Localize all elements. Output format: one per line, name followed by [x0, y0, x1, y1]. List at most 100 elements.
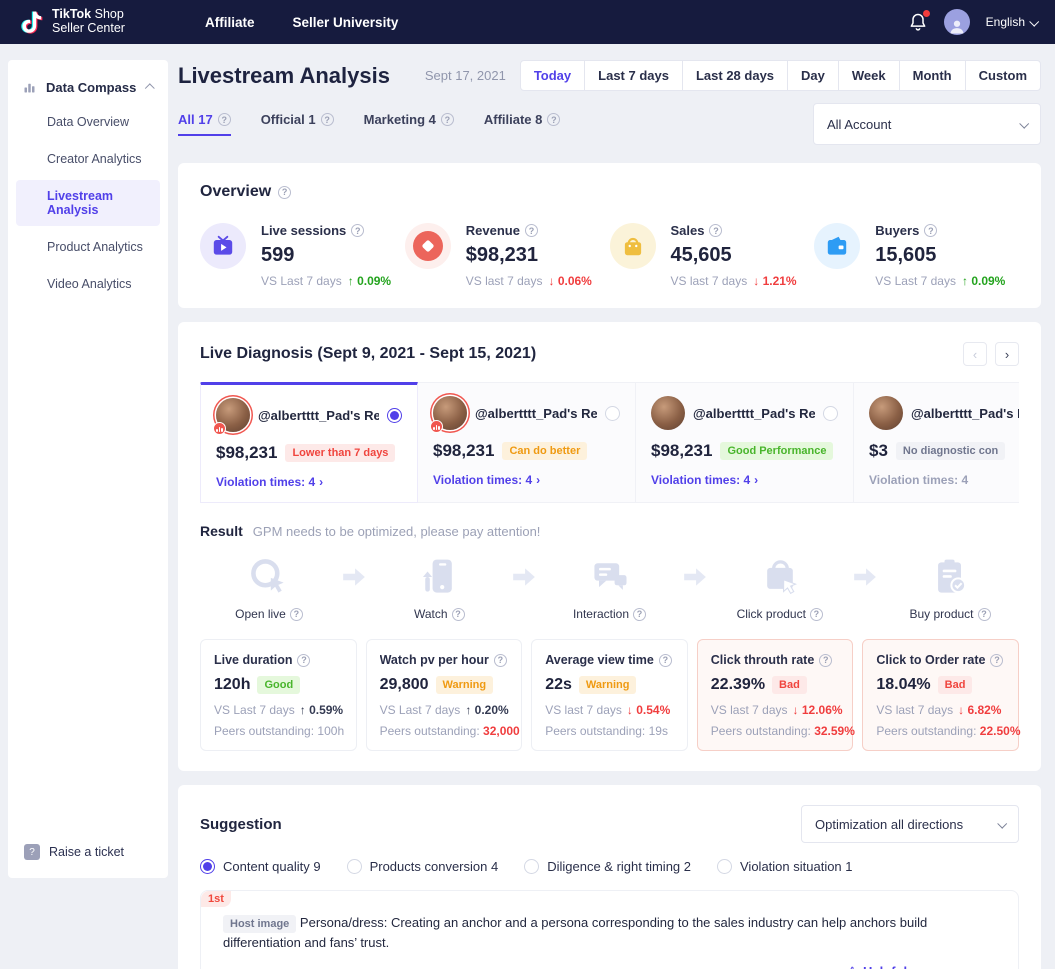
account-radio[interactable] — [823, 405, 838, 421]
tab-affiliate[interactable]: Affiliate 8 ? — [484, 112, 561, 136]
sidebar-section-data-compass[interactable]: Data Compass — [8, 80, 168, 101]
page-title: Livestream Analysis — [178, 62, 390, 88]
metric-card-click-to-order-rate: Click to Order rate? 18.04% Bad VS last 7… — [862, 639, 1021, 751]
tab-official[interactable]: Official 1 ? — [261, 112, 334, 136]
range-today-button[interactable]: Today — [519, 60, 586, 91]
violation-times-link[interactable]: Violation times: 4 › — [651, 473, 759, 487]
funnel-stage-buy-product: Buy product? — [895, 555, 1005, 621]
suggestion-example: Example: a medical worker in a uniform c… — [223, 967, 827, 969]
live-diagnosis-panel: Live Diagnosis (Sept 9, 2021 - Sept 15, … — [178, 322, 1041, 771]
sidebar-section-label: Data Compass — [46, 80, 137, 95]
filter-violation-situation[interactable]: Violation situation 1 — [717, 859, 853, 874]
account-revenue: $98,231 — [433, 441, 495, 460]
help-icon[interactable]: ? — [289, 607, 303, 621]
help-icon[interactable]: ? — [924, 224, 938, 237]
range-week-button[interactable]: Week — [837, 60, 900, 91]
metric-value: 15,605 — [875, 244, 937, 266]
filter-diligence-timing[interactable]: Diligence & right timing 2 — [524, 859, 691, 874]
language-selector[interactable]: English — [986, 15, 1040, 29]
sidebar-item-creator-analytics[interactable]: Creator Analytics — [47, 152, 142, 166]
delta-up: ↑ 0.59% — [299, 703, 344, 717]
tiktok-shop-logo[interactable]: TikTok Shop Seller Center — [18, 7, 193, 36]
revenue-icon — [404, 223, 451, 269]
account-card[interactable]: @albertttt_Pad's Revenue $98,231 Lower t… — [200, 382, 418, 503]
range-last-28-days-button[interactable]: Last 28 days — [681, 60, 789, 91]
account-card[interactable]: @albertttt_Pad's Revenue $98,231 Can do … — [418, 382, 636, 503]
help-icon[interactable]: ? — [297, 653, 311, 667]
date-range-group: Today Last 7 days Last 28 days Day Week … — [519, 60, 1041, 91]
radio-icon — [200, 859, 215, 874]
account-select[interactable]: All Account — [813, 103, 1041, 145]
user-avatar[interactable] — [943, 9, 970, 35]
account-card[interactable]: @albertttt_Pad's Revenue $3 No diagnosti… — [854, 382, 1019, 503]
range-month-button[interactable]: Month — [898, 60, 966, 91]
metric-card-average-view-time: Average view time? 22s Warning VS last 7 … — [531, 639, 688, 751]
range-custom-button[interactable]: Custom — [964, 60, 1041, 91]
diagnosis-next-button[interactable]: › — [995, 342, 1019, 366]
help-icon[interactable]: ? — [633, 607, 647, 621]
helpful-button[interactable]: Helpful — [845, 962, 907, 969]
metric-label: Live sessions — [261, 223, 347, 238]
diagnosis-prev-button[interactable]: ‹ — [963, 342, 987, 366]
help-icon[interactable]: ? — [977, 607, 991, 621]
tiktok-logo-icon — [18, 9, 44, 35]
vs-label: VS Last 7 days — [261, 274, 342, 288]
account-select-value: All Account — [827, 116, 892, 132]
range-last-7-days-button[interactable]: Last 7 days — [584, 60, 683, 91]
help-icon[interactable]: ? — [351, 224, 365, 237]
filter-content-quality[interactable]: Content quality 9 — [200, 859, 321, 874]
account-radio[interactable] — [387, 407, 402, 423]
account-name: @albertttt_Pad's Revenue — [911, 405, 1019, 421]
help-icon[interactable]: ? — [547, 113, 561, 126]
account-avatar — [430, 396, 467, 433]
sidebar-item-data-overview[interactable]: Data Overview — [47, 115, 129, 129]
overview-panel: Overview ? Live sessions? 599 VS Last 7 … — [178, 163, 1041, 308]
status-tag: Good — [257, 676, 301, 694]
help-icon[interactable]: ? — [819, 653, 833, 667]
nav-affiliate[interactable]: Affiliate — [205, 14, 255, 30]
help-icon[interactable]: ? — [809, 607, 823, 621]
tab-all[interactable]: All 17 ? — [178, 112, 231, 136]
performance-tag: No diagnostic con — [895, 442, 1006, 460]
help-icon[interactable]: ? — [658, 653, 672, 667]
diagnosis-title: Live Diagnosis (Sept 9, 2021 - Sept 15, … — [200, 345, 537, 362]
tab-official-label: Official 1 — [260, 112, 316, 127]
violation-times-link[interactable]: Violation times: 4 › — [433, 473, 541, 487]
account-card[interactable]: @albertttt_Pad's Revenue $98,231 Good Pe… — [636, 382, 854, 503]
help-icon[interactable]: ? — [217, 113, 231, 126]
sidebar-item-product-analytics[interactable]: Product Analytics — [47, 240, 143, 254]
nav-seller-university[interactable]: Seller University — [292, 14, 399, 30]
account-radio[interactable] — [605, 405, 620, 421]
help-icon[interactable]: ? — [709, 224, 723, 237]
metric-revenue: Revenue? $98,231 VS last 7 days ↓ 0.06% — [404, 223, 610, 288]
help-icon[interactable]: ? — [320, 113, 334, 126]
metric-live-sessions: Live sessions? 599 VS Last 7 days ↑ 0.09% — [200, 223, 405, 288]
help-icon[interactable]: ? — [278, 185, 292, 199]
help-icon[interactable]: ? — [440, 113, 454, 126]
range-day-button[interactable]: Day — [787, 60, 839, 91]
help-icon[interactable]: ? — [451, 607, 465, 621]
chevron-down-icon — [997, 818, 1008, 829]
sidebar-item-livestream-analysis[interactable]: Livestream Analysis — [16, 180, 160, 226]
help-icon[interactable]: ? — [493, 653, 507, 667]
sidebar-item-video-analytics[interactable]: Video Analytics — [47, 277, 132, 291]
radio-icon — [524, 859, 540, 874]
vs-label: VS Last 7 days — [875, 274, 956, 288]
funnel-stage-interaction: Interaction? — [555, 555, 665, 621]
live-sessions-icon — [200, 223, 246, 269]
raise-a-ticket[interactable]: ? Raise a ticket — [8, 844, 168, 860]
delta-down: ↓ 1.21% — [753, 274, 797, 288]
delta-up: ↑ 0.20% — [465, 703, 509, 717]
metric-sales: Sales? 45,605 VS last 7 days ↓ 1.21% — [609, 223, 815, 288]
arrow-right-icon — [339, 564, 369, 590]
help-icon[interactable]: ? — [524, 224, 538, 237]
help-icon[interactable]: ? — [990, 653, 1004, 667]
tab-marketing[interactable]: Marketing 4 ? — [364, 112, 454, 136]
metric-value: 45,605 — [670, 244, 732, 266]
filter-products-conversion[interactable]: Products conversion 4 — [346, 859, 498, 874]
optimization-select[interactable]: Optimization all directions — [800, 805, 1019, 843]
notifications-bell-icon[interactable] — [908, 10, 930, 32]
suggestion-item-1: 1st Host image Persona/dress: Creating a… — [200, 890, 1019, 969]
chevron-up-icon — [144, 83, 155, 94]
violation-times-link[interactable]: Violation times: 4 › — [216, 475, 324, 489]
